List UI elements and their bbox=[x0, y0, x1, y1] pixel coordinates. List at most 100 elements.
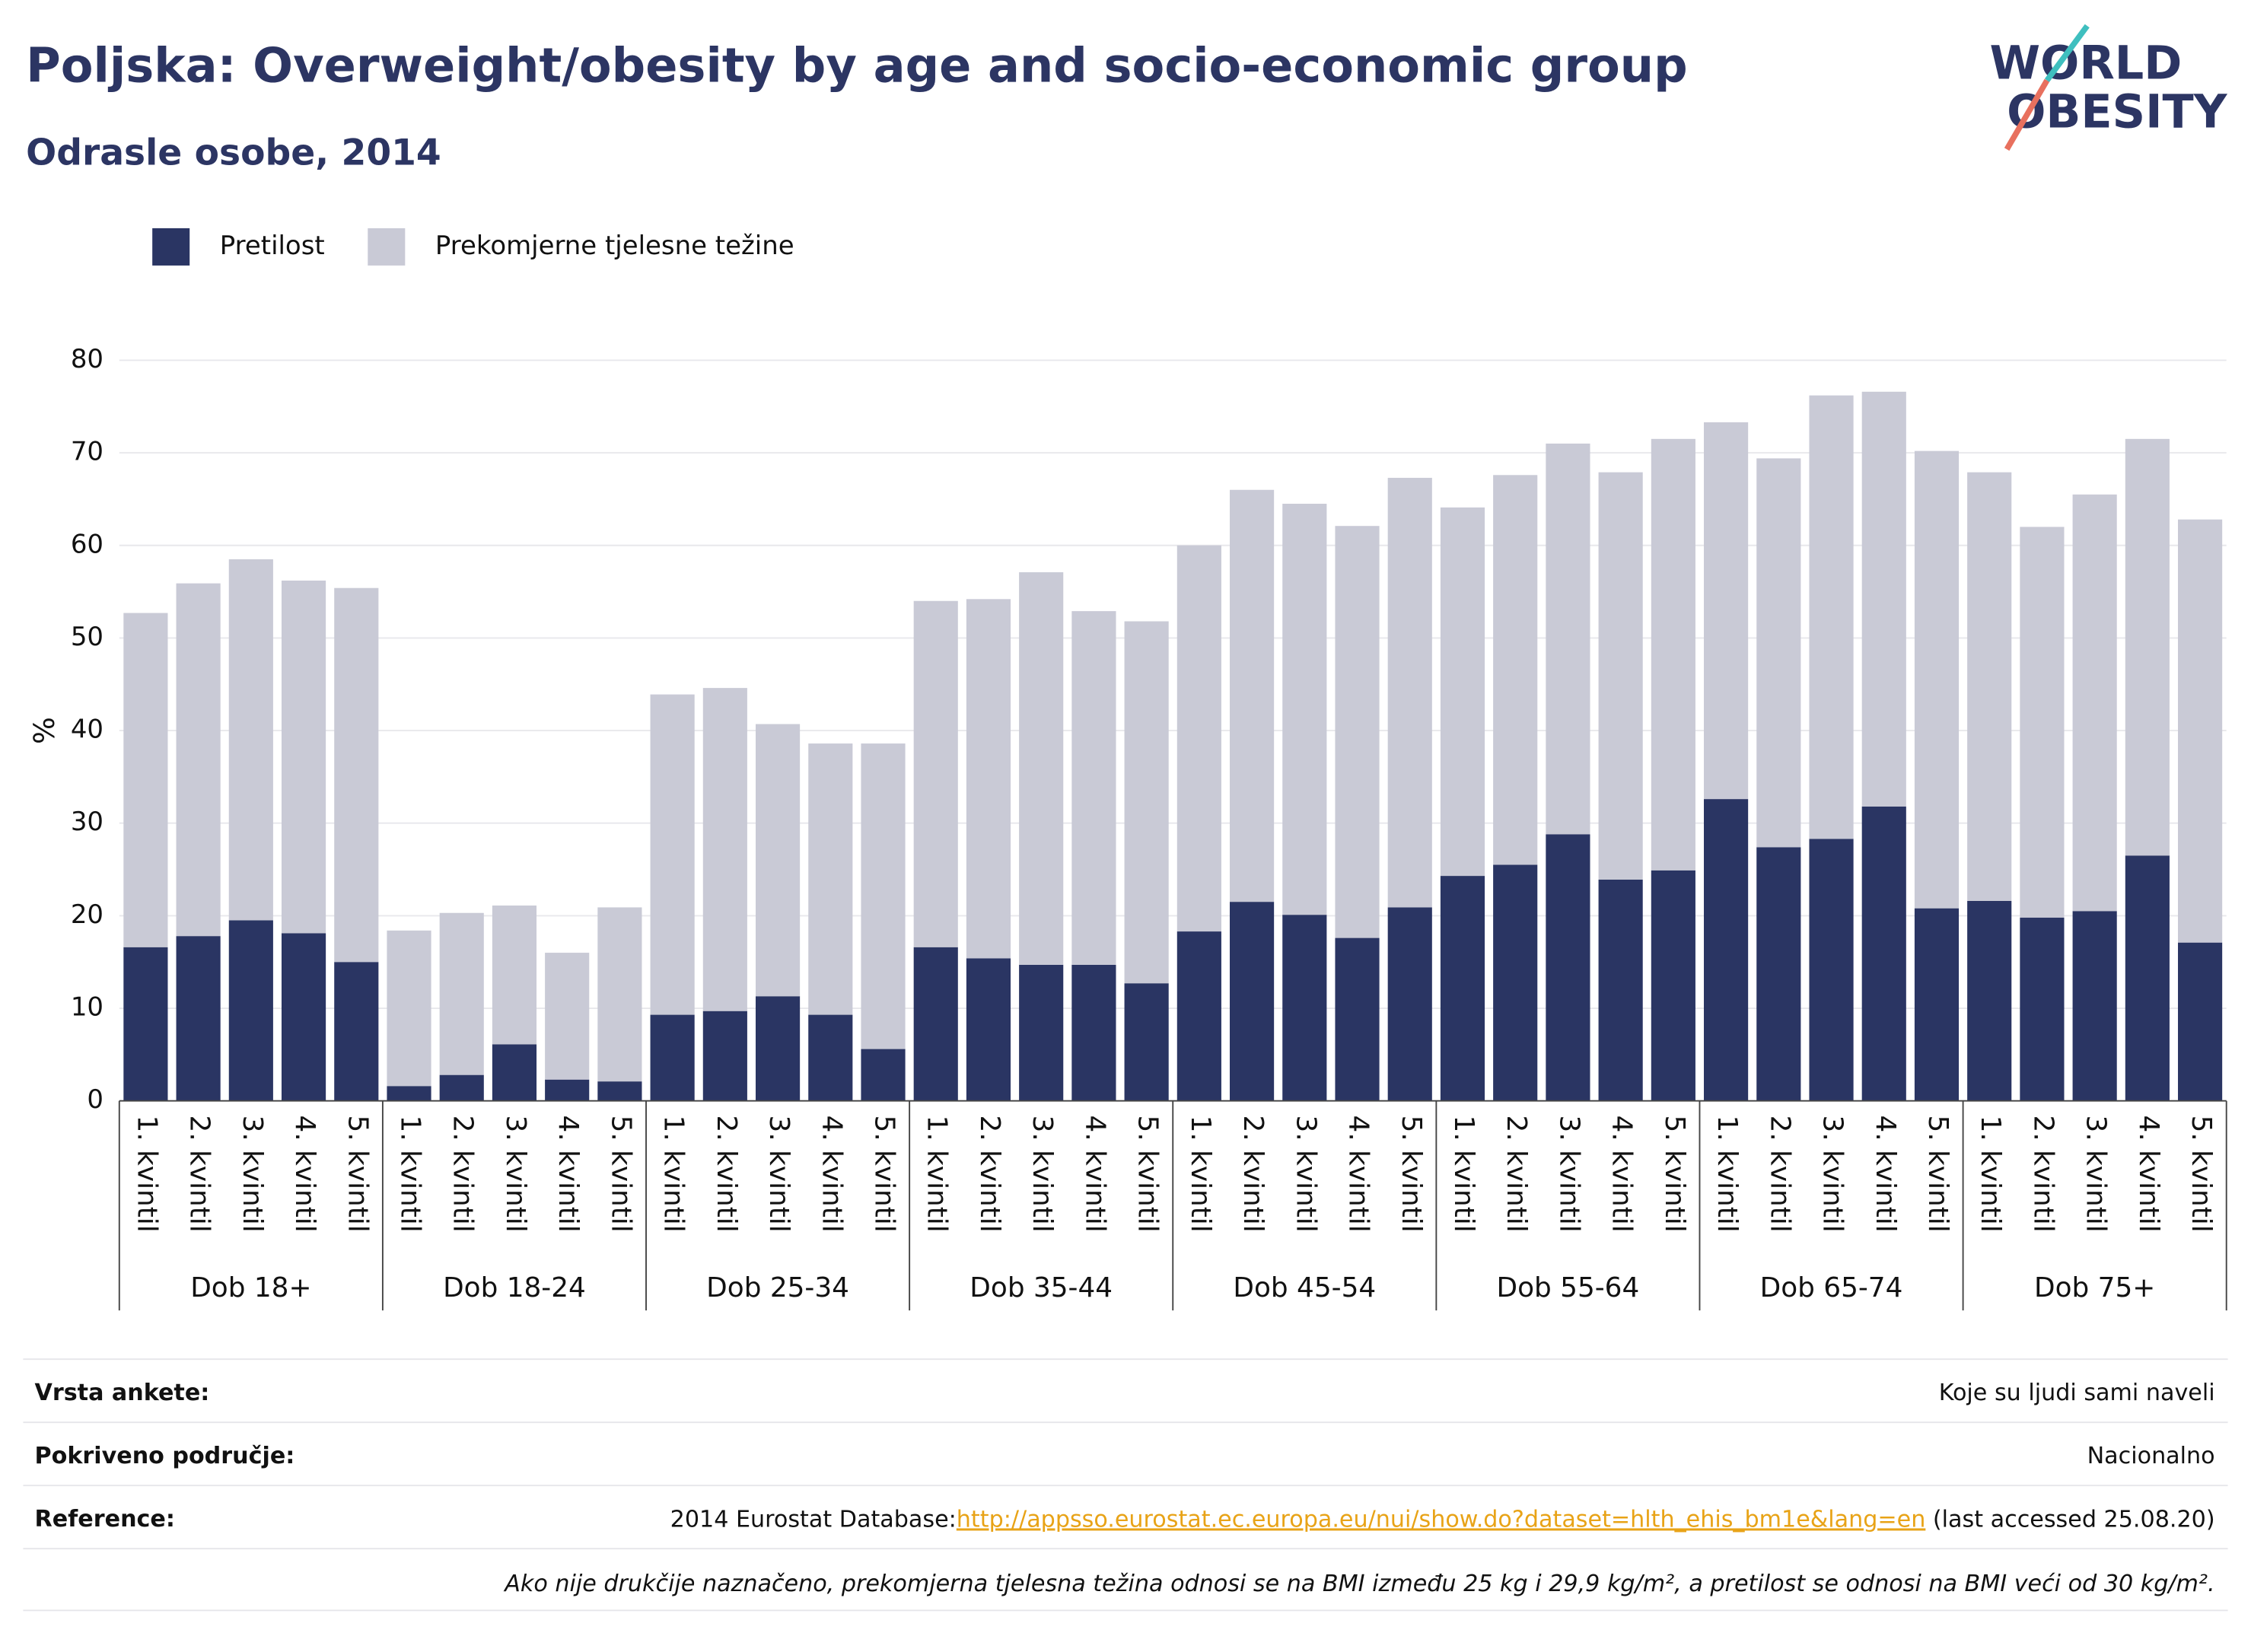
x-tick-label: 4. kvintil bbox=[2133, 1116, 2164, 1233]
bar-segment bbox=[966, 599, 1011, 959]
footer-label: Vrsta ankete: bbox=[34, 1380, 209, 1406]
x-tick-label: 2. kvintil bbox=[711, 1116, 742, 1233]
x-tick-label: 3. kvintil bbox=[763, 1116, 794, 1233]
bar-segment bbox=[334, 962, 379, 1101]
bar-segment bbox=[1651, 438, 1695, 871]
bar-segment bbox=[1230, 902, 1275, 1101]
bar-segment bbox=[1124, 983, 1169, 1101]
y-tick-label: 50 bbox=[71, 622, 103, 652]
y-tick-label: 80 bbox=[71, 344, 103, 374]
bar-segment bbox=[1809, 395, 1854, 839]
bar-segment bbox=[1546, 443, 1590, 835]
ref-link[interactable]: http://appsso.eurostat.ec.europa.eu/nui/… bbox=[957, 1506, 1926, 1533]
bar-segment bbox=[1914, 450, 1960, 909]
legend-label: Pretilost bbox=[220, 231, 325, 261]
bar-segment bbox=[1230, 489, 1275, 902]
bar-segment bbox=[1651, 870, 1695, 1101]
x-tick-label: 3. kvintil bbox=[1817, 1116, 1848, 1233]
bar-segment bbox=[861, 1049, 906, 1101]
x-tick-label: 4. kvintil bbox=[1343, 1116, 1374, 1233]
y-tick-label: 30 bbox=[71, 807, 103, 837]
bar-segment bbox=[1335, 937, 1380, 1101]
bar-segment bbox=[1914, 908, 1960, 1101]
x-tick-label: 2. kvintil bbox=[1764, 1116, 1795, 1233]
x-tick-label: 5. kvintil bbox=[1132, 1116, 1164, 1233]
bar-segment bbox=[439, 912, 484, 1075]
bar-segment bbox=[228, 920, 273, 1101]
x-tick-label: 1. kvintil bbox=[1185, 1116, 1216, 1233]
bar-segment bbox=[1546, 834, 1590, 1101]
x-tick-label: 1. kvintil bbox=[131, 1116, 162, 1233]
x-tick-label: 1. kvintil bbox=[922, 1116, 953, 1233]
bar-segment bbox=[808, 743, 853, 1015]
bar-segment bbox=[1493, 475, 1538, 865]
x-tick-label: 1. kvintil bbox=[658, 1116, 689, 1233]
x-tick-label: 4. kvintil bbox=[1079, 1116, 1110, 1233]
bar-segment bbox=[1861, 391, 1906, 807]
bar-segment bbox=[1387, 477, 1432, 908]
bar-segment bbox=[2020, 917, 2065, 1101]
x-tick-label: 3. kvintil bbox=[1553, 1116, 1584, 1233]
bar-segment bbox=[650, 1014, 695, 1101]
group-label: Dob 45-54 bbox=[1233, 1272, 1376, 1303]
footer-label: Pokriveno područje: bbox=[34, 1443, 295, 1469]
bar-segment bbox=[1967, 900, 2012, 1101]
x-tick-label: 5. kvintil bbox=[1922, 1116, 1953, 1233]
bar-segment bbox=[808, 1014, 853, 1101]
y-tick-label: 60 bbox=[71, 529, 103, 559]
x-tick-label: 3. kvintil bbox=[1027, 1116, 1058, 1233]
y-tick-label: 20 bbox=[71, 899, 103, 930]
bar-segment bbox=[597, 1081, 642, 1101]
bar-segment bbox=[123, 613, 168, 947]
bar-segment bbox=[1019, 964, 1064, 1101]
x-tick-label: 2. kvintil bbox=[974, 1116, 1005, 1233]
bar-segment bbox=[492, 906, 537, 1045]
bar-segment bbox=[702, 688, 747, 1011]
bar-segment bbox=[492, 1044, 537, 1101]
bar-segment bbox=[1282, 504, 1327, 915]
bar-segment bbox=[176, 583, 221, 937]
bar-segment bbox=[1071, 611, 1116, 965]
x-tick-label: 1. kvintil bbox=[1448, 1116, 1479, 1233]
logo: WORLD OBESITY bbox=[1989, 24, 2228, 151]
bar-segment bbox=[702, 1011, 747, 1101]
bar-segment bbox=[1440, 507, 1485, 877]
footer-note: Ako nije drukčije naznačeno, prekomjerna… bbox=[503, 1571, 2214, 1597]
bar-segment bbox=[545, 953, 590, 1080]
bar-segment bbox=[545, 1079, 590, 1101]
group-label: Dob 65-74 bbox=[1760, 1272, 1903, 1303]
footer: Vrsta ankete: Koje su ljudi sami naveli … bbox=[23, 1358, 2228, 1612]
ref-suffix: (last accessed 25.08.20) bbox=[1925, 1506, 2214, 1533]
group-label: Dob 55-64 bbox=[1497, 1272, 1640, 1303]
x-tick-label: 5. kvintil bbox=[342, 1116, 373, 1233]
logo-slash bbox=[2004, 78, 2050, 151]
x-tick-label: 2. kvintil bbox=[447, 1116, 479, 1233]
x-tick-label: 1. kvintil bbox=[395, 1116, 426, 1233]
group-label: Dob 35-44 bbox=[969, 1272, 1113, 1303]
bar-segment bbox=[1598, 472, 1643, 880]
ref-prefix: 2014 Eurostat Database: bbox=[670, 1506, 957, 1533]
bar-segment bbox=[334, 587, 379, 963]
x-tick-label: 2. kvintil bbox=[1237, 1116, 1269, 1233]
chart-subtitle: Odrasle osobe, 2014 bbox=[26, 132, 441, 174]
y-tick-label: 70 bbox=[71, 437, 103, 467]
bar-segment bbox=[1756, 458, 1801, 848]
chart-title: Poljska: Overweight/obesity by age and s… bbox=[26, 38, 1687, 94]
logo-text: OBESITY bbox=[2007, 85, 2228, 138]
bar-segment bbox=[1387, 907, 1432, 1101]
bar-segment bbox=[1176, 931, 1221, 1101]
bar-segment bbox=[1861, 806, 1906, 1101]
group-label: Dob 75+ bbox=[2034, 1272, 2155, 1303]
bar-segment bbox=[2125, 855, 2170, 1101]
bar-segment bbox=[1071, 964, 1116, 1101]
x-tick-label: 1. kvintil bbox=[1711, 1116, 1743, 1233]
legend-swatch bbox=[368, 228, 406, 266]
x-tick-label: 5. kvintil bbox=[869, 1116, 900, 1233]
bar-segment bbox=[913, 947, 958, 1101]
bar-segment bbox=[1440, 876, 1485, 1101]
bar-segment bbox=[1756, 847, 1801, 1101]
bar-segment bbox=[123, 947, 168, 1101]
group-label: Dob 25-34 bbox=[706, 1272, 849, 1303]
bar-segment bbox=[650, 694, 695, 1015]
